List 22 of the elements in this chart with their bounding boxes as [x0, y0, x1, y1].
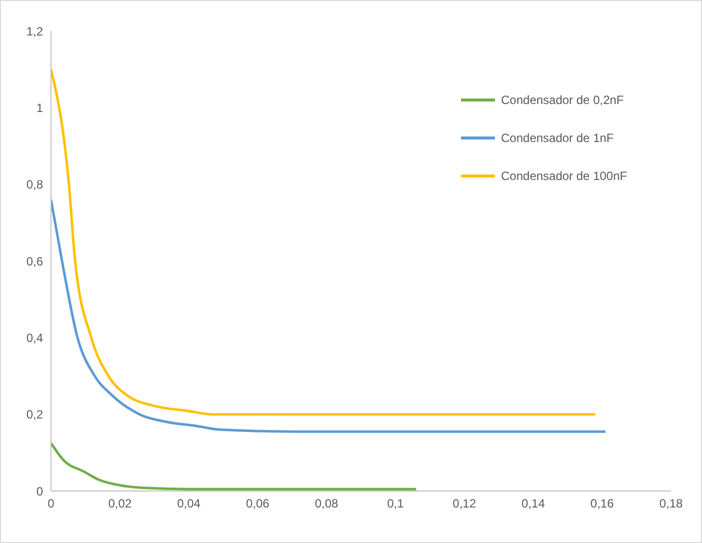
- y-tick-label: 1,2: [26, 24, 44, 38]
- y-tick-label: 1: [36, 100, 44, 115]
- legend-label: Condensador de 0,2nF: [501, 93, 624, 107]
- y-tick-label: 0,6: [26, 254, 44, 268]
- y-tick-label: 0: [36, 484, 44, 498]
- x-tick-label: 0,1: [387, 496, 404, 511]
- x-tick-label: 0,04: [177, 496, 201, 511]
- y-tick-label: 0,2: [26, 408, 44, 422]
- x-tick-label: 0,06: [246, 496, 270, 511]
- x-tick-label: 0: [48, 496, 55, 511]
- x-tick-label: 0,18: [659, 496, 683, 511]
- x-tick-label: 0,14: [522, 496, 546, 511]
- x-tick-label: 0,08: [314, 496, 339, 511]
- legend-label: Condensador de 100nF: [501, 169, 628, 183]
- legend-label: Condensador de 1nF: [501, 131, 614, 145]
- y-tick-label: 0,4: [26, 330, 44, 345]
- line-series: [51, 198, 607, 433]
- x-tick-label: 0,16: [590, 496, 614, 511]
- x-tick-label: 0,02: [108, 496, 132, 511]
- y-tick-label: 0,8: [26, 178, 44, 192]
- line-series: [51, 442, 418, 490]
- x-tick-label: 0,12: [452, 496, 476, 511]
